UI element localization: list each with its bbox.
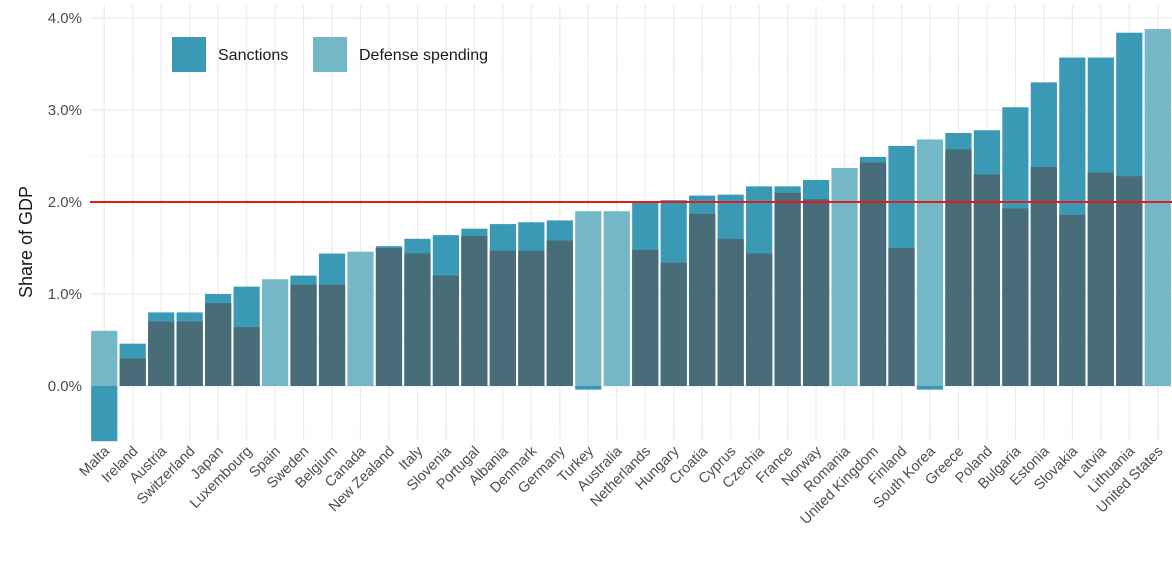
y-tick-label: 2.0% — [48, 194, 82, 211]
bar-overlap — [632, 249, 659, 386]
bars — [91, 29, 1171, 442]
bar-overlap — [1059, 214, 1086, 386]
bar-defense-spending — [831, 167, 858, 386]
bar-overlap — [518, 250, 545, 386]
bar-overlap — [290, 284, 317, 386]
y-tick-labels: 0.0% 1.0% 2.0% 3.0% 4.0% — [48, 10, 82, 395]
bar-overlap — [802, 199, 830, 386]
legend-label-sanctions: Sanctions — [218, 47, 288, 64]
bar-overlap — [1002, 208, 1029, 386]
legend-swatch-sanctions — [172, 37, 206, 72]
bar-overlap — [888, 248, 915, 386]
bar-overlap — [375, 248, 403, 386]
bar-overlap — [119, 358, 146, 386]
x-tick-labels: MaltaIrelandAustriaSwitzerlandJapanLuxem… — [77, 443, 1167, 528]
bar-defense-spending — [261, 279, 289, 386]
bar-overlap — [205, 303, 232, 386]
bar-overlap — [404, 253, 431, 386]
y-tick-label: 3.0% — [48, 102, 82, 119]
bar-overlap — [489, 250, 516, 386]
bar-overlap — [660, 262, 687, 386]
y-axis-title: Share of GDP — [16, 186, 36, 298]
bar-defense-spending — [347, 251, 374, 386]
bar-overlap — [973, 174, 1001, 386]
bar-defense-spending — [603, 211, 630, 386]
y-tick-label: 0.0% — [48, 378, 82, 395]
bar-overlap — [1116, 176, 1143, 386]
bar-overlap — [432, 275, 460, 386]
bar-overlap — [859, 162, 887, 386]
bar-overlap — [1030, 167, 1057, 386]
bar-sanctions — [91, 386, 118, 442]
bar-defense-spending — [91, 330, 118, 386]
bar-defense-spending — [575, 211, 602, 386]
bar-overlap — [148, 321, 175, 386]
bar-sanctions — [575, 386, 602, 390]
bar-overlap — [945, 149, 972, 386]
bar-overlap — [774, 192, 801, 386]
legend-swatch-defense-spending — [313, 37, 347, 72]
bar-overlap — [717, 238, 744, 386]
bar-overlap — [461, 236, 488, 386]
bar-overlap — [233, 327, 260, 386]
bar-defense-spending — [1144, 29, 1171, 386]
bar-overlap — [546, 240, 573, 386]
bar-overlap — [318, 284, 346, 386]
y-tick-label: 1.0% — [48, 286, 82, 303]
legend: Sanctions Defense spending — [172, 37, 488, 72]
bar-defense-spending — [916, 139, 944, 386]
bar-sanctions — [916, 386, 944, 390]
bar-overlap — [746, 253, 773, 386]
y-tick-label: 4.0% — [48, 10, 82, 27]
legend-label-defense-spending: Defense spending — [359, 47, 488, 64]
bar-overlap — [689, 213, 716, 386]
bar-overlap — [1087, 172, 1114, 386]
bar-overlap — [176, 321, 203, 386]
